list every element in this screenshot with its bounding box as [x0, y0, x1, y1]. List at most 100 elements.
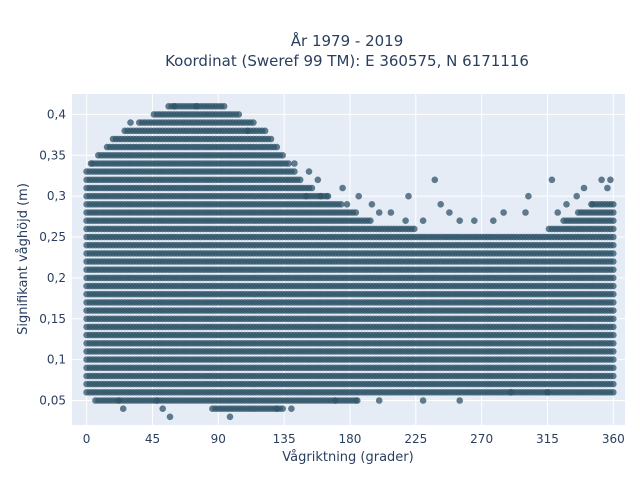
data-point — [171, 103, 178, 110]
x-tick-label: 0 — [83, 432, 91, 446]
data-point — [235, 111, 243, 118]
data-point — [273, 405, 281, 413]
data-point — [308, 184, 316, 192]
data-point — [554, 209, 561, 216]
data-point — [220, 103, 228, 110]
data-point — [610, 225, 617, 233]
data-point — [226, 413, 234, 421]
y-tick-label: 0,3 — [47, 189, 66, 203]
data-point — [302, 192, 310, 200]
data-point — [610, 209, 617, 216]
chart-title-line-1: År 1979 - 2019 — [291, 31, 404, 50]
data-point — [610, 340, 617, 347]
data-point — [500, 209, 507, 216]
y-tick-label: 0,15 — [39, 312, 66, 326]
data-point — [507, 389, 515, 396]
y-tick-label: 0,4 — [47, 107, 66, 121]
data-point — [332, 397, 339, 404]
y-tick-label: 0,2 — [47, 271, 66, 285]
data-point — [419, 397, 427, 404]
data-point — [490, 217, 497, 224]
y-axis-title: Signifikant våghöjd (m) — [16, 183, 31, 335]
data-point — [610, 201, 617, 208]
data-point — [305, 168, 313, 175]
data-point — [573, 192, 580, 200]
data-point — [446, 209, 453, 216]
data-point — [193, 103, 200, 110]
data-point — [166, 413, 174, 421]
data-point — [387, 209, 395, 216]
data-point — [411, 225, 418, 233]
data-point — [153, 397, 161, 404]
data-point — [267, 135, 275, 143]
data-point — [610, 266, 617, 274]
y-tick-label: 0,05 — [39, 393, 66, 407]
data-point — [610, 233, 617, 241]
data-point — [437, 201, 445, 208]
data-point — [375, 397, 383, 404]
data-point — [525, 192, 532, 200]
data-point — [402, 217, 409, 224]
data-point — [610, 356, 617, 363]
data-point — [610, 307, 617, 314]
data-point — [291, 168, 298, 175]
x-axis-title: Vågriktning (grader) — [282, 450, 413, 465]
data-point — [324, 192, 332, 200]
x-tick-label: 180 — [339, 432, 362, 446]
data-point — [261, 127, 269, 135]
data-point — [119, 405, 127, 413]
data-point — [456, 217, 464, 224]
data-point — [610, 364, 617, 372]
data-point — [317, 192, 325, 200]
data-point — [431, 176, 439, 184]
data-point — [115, 397, 123, 404]
data-point — [314, 176, 322, 184]
data-point — [610, 380, 617, 388]
x-tick-label: 225 — [404, 432, 427, 446]
y-tick-label: 0,25 — [39, 230, 66, 244]
data-point — [279, 405, 287, 413]
data-point — [544, 389, 551, 396]
data-point — [375, 209, 383, 216]
data-point — [610, 331, 617, 339]
data-point — [610, 315, 617, 323]
data-point — [419, 217, 427, 224]
data-point — [580, 184, 588, 192]
x-tick-label: 270 — [470, 432, 493, 446]
data-point — [355, 192, 363, 200]
data-point — [339, 184, 346, 192]
data-point — [352, 209, 360, 216]
x-tick-label: 360 — [602, 432, 625, 446]
x-tick-label: 135 — [273, 432, 296, 446]
data-point — [604, 184, 611, 192]
data-point — [367, 217, 374, 224]
data-point — [610, 258, 617, 265]
x-tick-label: 315 — [536, 432, 559, 446]
y-tick-label: 0,35 — [39, 148, 66, 162]
data-point — [610, 274, 617, 282]
data-point — [296, 176, 304, 184]
x-tick-label: 90 — [211, 432, 226, 446]
data-point — [337, 201, 345, 208]
data-point — [279, 152, 287, 159]
data-point — [405, 192, 412, 200]
data-point — [610, 250, 617, 257]
data-point — [610, 217, 617, 224]
data-point — [456, 397, 464, 404]
data-point — [87, 160, 95, 167]
data-points — [83, 103, 617, 421]
data-point — [588, 201, 595, 208]
data-point — [610, 299, 617, 306]
data-point — [607, 176, 614, 184]
data-point — [563, 201, 570, 208]
data-point — [250, 119, 257, 126]
data-point — [159, 405, 166, 413]
data-point — [598, 176, 605, 184]
chart-title-line-2: Koordinat (Sweref 99 TM): E 360575, N 61… — [165, 52, 529, 70]
data-point — [610, 389, 617, 396]
data-point — [610, 290, 617, 298]
data-point — [288, 405, 295, 413]
data-point — [610, 282, 617, 290]
data-point — [610, 372, 617, 380]
